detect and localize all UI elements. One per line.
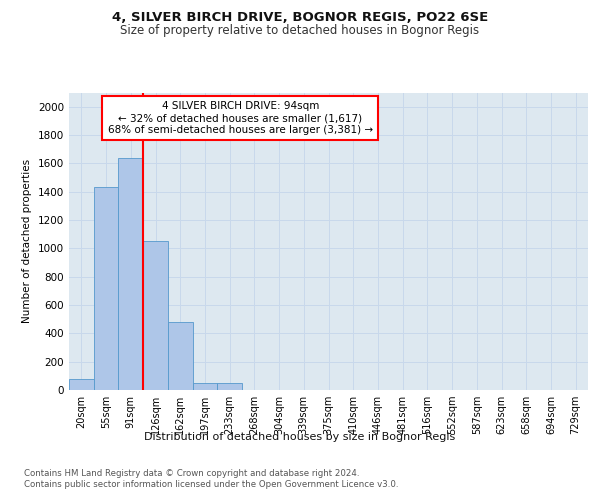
Bar	[69, 380, 94, 390]
Text: Contains HM Land Registry data © Crown copyright and database right 2024.: Contains HM Land Registry data © Crown c…	[24, 469, 359, 478]
Bar	[143, 242, 168, 390]
Bar	[193, 383, 217, 390]
Y-axis label: Number of detached properties: Number of detached properties	[22, 159, 32, 324]
Bar	[217, 383, 242, 390]
Text: Contains public sector information licensed under the Open Government Licence v3: Contains public sector information licen…	[24, 480, 398, 489]
Bar	[168, 322, 193, 390]
Bar	[118, 158, 143, 390]
Bar	[94, 188, 118, 390]
Text: 4, SILVER BIRCH DRIVE, BOGNOR REGIS, PO22 6SE: 4, SILVER BIRCH DRIVE, BOGNOR REGIS, PO2…	[112, 11, 488, 24]
Text: Distribution of detached houses by size in Bognor Regis: Distribution of detached houses by size …	[145, 432, 455, 442]
Text: Size of property relative to detached houses in Bognor Regis: Size of property relative to detached ho…	[121, 24, 479, 37]
Text: 4 SILVER BIRCH DRIVE: 94sqm
← 32% of detached houses are smaller (1,617)
68% of : 4 SILVER BIRCH DRIVE: 94sqm ← 32% of det…	[108, 102, 373, 134]
